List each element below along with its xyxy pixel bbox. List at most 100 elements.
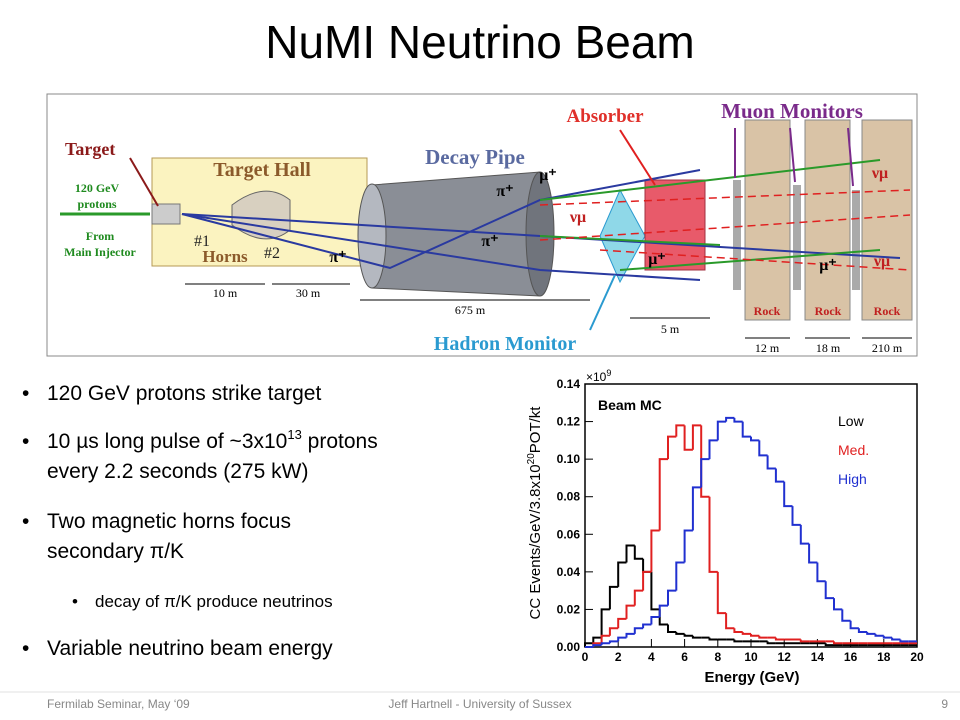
legend-entry: Low bbox=[838, 413, 865, 429]
diagram-label: Rock bbox=[874, 304, 901, 318]
x-tick-label: 6 bbox=[681, 650, 688, 664]
page-number: 9 bbox=[941, 697, 948, 711]
histogram-step bbox=[617, 617, 627, 629]
pion-track bbox=[181, 169, 701, 270]
legend-entry: High bbox=[838, 471, 867, 487]
bullet-text: 120 GeV protons strike target bbox=[47, 382, 321, 405]
histogram-step bbox=[733, 628, 743, 633]
histogram-step bbox=[667, 589, 677, 606]
histogram-step bbox=[824, 581, 834, 600]
histogram-step bbox=[733, 417, 743, 423]
histogram-step bbox=[600, 642, 610, 646]
plot-frame bbox=[584, 383, 918, 648]
histogram-step bbox=[650, 615, 660, 625]
histogram-step bbox=[791, 506, 801, 526]
histogram-step bbox=[750, 436, 760, 442]
histogram-step bbox=[683, 633, 693, 637]
pion-track bbox=[181, 213, 701, 281]
decay-pipe-end bbox=[525, 171, 555, 297]
histogram-step bbox=[774, 637, 785, 641]
rock bbox=[861, 119, 913, 321]
histogram-step bbox=[725, 613, 735, 630]
pointer bbox=[589, 274, 616, 331]
beamline-diagram bbox=[46, 93, 918, 357]
histogram-step bbox=[808, 543, 818, 564]
histogram-step bbox=[882, 635, 893, 639]
histogram-step bbox=[891, 637, 901, 641]
histogram-step bbox=[600, 608, 610, 638]
histogram-step bbox=[716, 420, 727, 441]
diagram-label: 5 m bbox=[661, 322, 680, 336]
histogram-step bbox=[824, 643, 834, 647]
histogram-step bbox=[667, 435, 677, 460]
x-tick-label: 0 bbox=[582, 650, 589, 664]
bullet: • bbox=[22, 637, 29, 660]
histogram-step bbox=[733, 639, 743, 643]
histogram-step bbox=[592, 644, 602, 647]
histogram-step bbox=[683, 425, 693, 451]
histogram-step bbox=[899, 639, 909, 643]
bullet-text: 120 GeV protons strike target bbox=[47, 382, 321, 405]
histogram-step bbox=[799, 639, 810, 643]
y-tick-label: 0.12 bbox=[557, 415, 581, 429]
histogram-step bbox=[625, 604, 635, 619]
y-tick-label: 0.00 bbox=[557, 640, 581, 654]
diagram-label: π⁺ bbox=[496, 183, 513, 200]
histogram-step bbox=[642, 623, 652, 629]
bullet-text: secondary π/K bbox=[47, 540, 184, 563]
x-tick-label: 14 bbox=[811, 650, 825, 664]
decay-pipe-end bbox=[357, 183, 387, 289]
absorber bbox=[644, 179, 706, 271]
histogram-step bbox=[750, 633, 760, 637]
y-multiplier: ×10 bbox=[586, 370, 607, 384]
x-tick-label: 4 bbox=[648, 650, 655, 664]
histogram-step bbox=[658, 604, 668, 617]
histogram-step bbox=[675, 561, 685, 591]
histogram-step bbox=[691, 486, 702, 531]
pointer bbox=[129, 157, 159, 207]
chart-title: Beam MC bbox=[598, 397, 662, 413]
legend-entry: Med. bbox=[838, 442, 869, 458]
x-tick-label: 20 bbox=[910, 650, 924, 664]
diagram-label: From bbox=[86, 229, 114, 243]
diagram-label: Decay Pipe bbox=[425, 145, 525, 169]
y-tick-label: 0.02 bbox=[557, 602, 581, 616]
histogram-step bbox=[592, 636, 602, 644]
y-axis-label: POT/kt bbox=[527, 406, 544, 454]
bullet-text: 10 µs long pulse of ~3x10 bbox=[47, 430, 287, 453]
bullet: • bbox=[22, 382, 29, 405]
diagram-label: #2 bbox=[264, 245, 280, 262]
diagram-label: Rock bbox=[815, 304, 842, 318]
bullet: • bbox=[22, 510, 29, 533]
diagram-label: #1 bbox=[194, 233, 210, 250]
histogram-step bbox=[633, 627, 644, 634]
histogram-step bbox=[650, 571, 660, 611]
histogram-step bbox=[633, 589, 644, 606]
histogram-step bbox=[700, 458, 710, 488]
diagram-label: μ⁺ bbox=[819, 257, 837, 274]
histogram-step bbox=[608, 640, 619, 644]
diagram-label: νμ bbox=[569, 209, 586, 226]
x-tick-label: 18 bbox=[877, 650, 891, 664]
histogram-step bbox=[675, 631, 685, 635]
diagram-label: Muon Monitors bbox=[721, 99, 863, 123]
muon-track bbox=[539, 159, 881, 201]
histogram-step bbox=[849, 620, 859, 630]
bullet-text: Variable neutrino beam energy bbox=[47, 637, 333, 660]
y-tick-label: 0.10 bbox=[557, 452, 581, 466]
diagram-label: Absorber bbox=[566, 106, 644, 127]
neutrino-track bbox=[539, 189, 911, 206]
histogram-step bbox=[625, 544, 635, 563]
histogram-step bbox=[741, 631, 751, 635]
diagram-label: 10 m bbox=[213, 286, 238, 300]
bullet: • bbox=[22, 430, 29, 453]
histogram-step bbox=[617, 636, 627, 642]
x-tick-label: 16 bbox=[844, 650, 858, 664]
footer-left: Fermilab Seminar, May ‘09 bbox=[47, 697, 190, 711]
histogram-step bbox=[642, 570, 652, 591]
y-tick-label: 0.04 bbox=[557, 565, 581, 579]
diagram-label: νμ bbox=[873, 253, 890, 270]
neutrino-track bbox=[539, 214, 911, 241]
hadron-monitor bbox=[599, 188, 646, 284]
diagram-label: π⁺ bbox=[481, 233, 498, 250]
